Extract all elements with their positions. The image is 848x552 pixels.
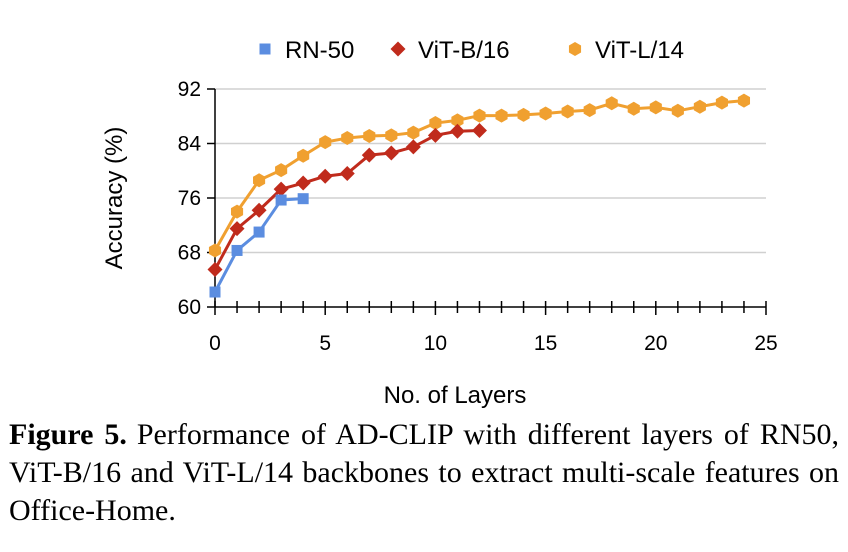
series-vit-b-16	[207, 123, 487, 278]
data-point-vit-l-14	[319, 135, 332, 150]
legend-marker-rn-50	[259, 43, 271, 55]
axes: 60 68 76 84 92 0 5 10 15 20 25	[178, 78, 778, 355]
legend-label-rn-50: RN-50	[285, 37, 354, 64]
x-tick-label: 10	[424, 332, 447, 355]
data-point-vit-b-16	[207, 262, 223, 278]
data-point-rn-50	[253, 226, 265, 238]
x-tick-label: 15	[534, 332, 557, 355]
series-line-vit-b-16	[213, 129, 480, 271]
data-point-vit-l-14	[363, 129, 376, 144]
data-point-rn-50	[297, 193, 309, 205]
figure-label: Figure 5.	[9, 418, 127, 451]
data-point-vit-l-14	[385, 128, 398, 143]
y-tick-label: 92	[178, 78, 201, 101]
data-point-vit-l-14	[253, 173, 266, 188]
x-tick-label: 5	[319, 332, 331, 355]
chart-legend: RN-50 ViT-B/16 ViT-L/14	[259, 37, 684, 64]
data-point-vit-b-16	[383, 145, 399, 161]
legend-marker-vit-b-16	[390, 41, 406, 57]
data-point-rn-50	[275, 194, 287, 206]
data-point-vit-l-14	[451, 113, 464, 128]
data-point-vit-b-16	[361, 147, 377, 163]
legend-label-vit-b-16: ViT-B/16	[418, 37, 510, 64]
data-point-vit-l-14	[429, 116, 442, 131]
data-point-vit-b-16	[427, 127, 443, 143]
data-point-vit-l-14	[297, 148, 310, 163]
data-point-vit-l-14	[671, 103, 684, 118]
legend-marker-vit-l-14	[568, 42, 582, 56]
data-point-vit-l-14	[737, 93, 751, 108]
series-rn-50	[209, 193, 309, 298]
y-tick-label: 60	[178, 296, 201, 319]
y-tick-label: 76	[178, 187, 201, 210]
data-point-vit-l-14	[208, 243, 222, 258]
x-tick-label: 25	[754, 332, 777, 355]
caption-text: Performance of AD-CLIP with different la…	[9, 418, 839, 527]
x-axis-title: No. of Layers	[384, 382, 527, 409]
series-layer	[207, 93, 751, 298]
data-point-vit-l-14	[583, 103, 596, 118]
data-point-vit-l-14	[605, 96, 618, 111]
data-point-vit-b-16	[273, 181, 289, 197]
data-point-vit-b-16	[251, 202, 267, 218]
data-point-vit-l-14	[341, 131, 354, 146]
data-point-vit-l-14	[539, 106, 552, 121]
data-point-vit-l-14	[649, 100, 662, 115]
data-point-vit-b-16	[405, 139, 421, 155]
data-point-vit-l-14	[407, 125, 420, 140]
data-point-vit-l-14	[715, 95, 728, 110]
data-point-vit-b-16	[449, 123, 465, 139]
data-point-vit-l-14	[473, 108, 486, 123]
data-point-rn-50	[231, 244, 243, 256]
data-point-vit-l-14	[495, 108, 508, 123]
line-chart: RN-50 ViT-B/16 ViT-L/14 60 68 76 84 92 0 5 10 15 20…	[101, 37, 778, 409]
y-tick-label: 84	[178, 133, 202, 156]
data-point-vit-b-16	[317, 168, 333, 184]
legend-label-vit-l-14: ViT-L/14	[595, 37, 684, 64]
data-point-vit-l-14	[561, 104, 574, 119]
x-tick-label: 20	[644, 332, 667, 355]
figure-caption: Figure 5. Performance of AD-CLIP with dif…	[9, 416, 839, 530]
y-axis-title: Accuracy (%)	[101, 127, 128, 270]
data-point-vit-l-14	[230, 204, 244, 219]
data-point-vit-b-16	[295, 175, 311, 191]
data-point-rn-50	[209, 286, 221, 298]
y-tick-label: 68	[178, 242, 201, 265]
data-point-vit-l-14	[627, 101, 640, 116]
data-point-vit-l-14	[275, 163, 288, 178]
data-point-vit-b-16	[471, 123, 487, 139]
data-point-vit-b-16	[229, 221, 245, 237]
x-tick-label: 0	[209, 332, 221, 355]
data-point-vit-l-14	[693, 99, 706, 114]
data-point-vit-b-16	[339, 165, 355, 181]
series-vit-l-14	[208, 93, 751, 258]
data-point-vit-l-14	[517, 107, 530, 122]
